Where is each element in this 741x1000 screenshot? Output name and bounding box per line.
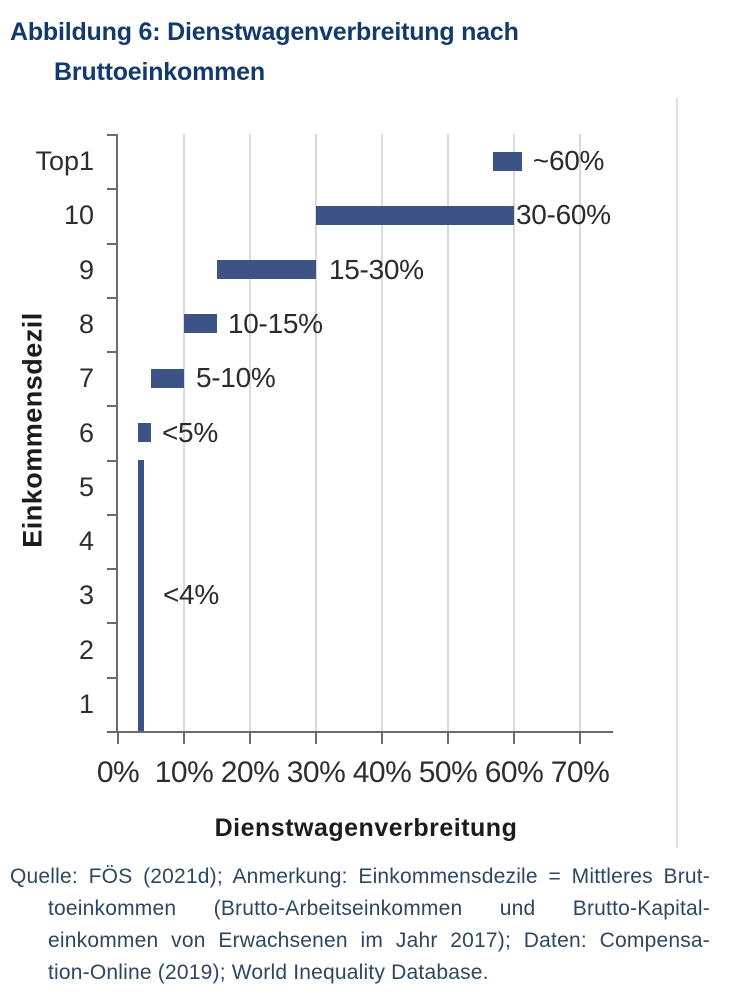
- gridline-20pct: [249, 134, 251, 731]
- x-axis-line: [116, 731, 613, 733]
- x-tick-label-0: 0%: [96, 756, 140, 789]
- value-label-7: 5-10%: [196, 362, 276, 394]
- category-label-4: 4: [78, 526, 94, 557]
- y-axis-tick: [107, 134, 116, 136]
- source-line-2: toeinkommen (Brutto-Arbeitseinkommen und…: [48, 897, 710, 920]
- x-axis-tick: [117, 731, 119, 744]
- value-label-10: 30-60%: [516, 199, 611, 231]
- x-axis-tick: [579, 731, 581, 744]
- y-axis-tick: [107, 242, 116, 245]
- x-tick-label-50: 50%: [418, 756, 478, 789]
- gridline-10pct: [183, 134, 185, 731]
- x-axis-tick: [381, 731, 383, 744]
- x-tick-label-70: 70%: [550, 756, 610, 789]
- x-tick-label-10: 10%: [154, 756, 214, 789]
- category-label-8: 8: [78, 308, 94, 339]
- y-axis-line: [116, 134, 118, 733]
- gridline-30pct: [315, 134, 317, 731]
- source-line-3: einkommen von Erwachsenen im Jahr 2017);…: [48, 929, 710, 952]
- category-label-3: 3: [78, 580, 94, 611]
- source-line-4: tion-Online (2019); World Inequality Dat…: [48, 961, 489, 984]
- y-axis-tick: [107, 731, 116, 733]
- x-axis-tick: [513, 731, 515, 744]
- value-label-band: <4%: [163, 579, 219, 611]
- y-axis-tick: [107, 296, 116, 299]
- source-note: Quelle: FÖS (2021d); Anmerkung: Einkomme…: [10, 861, 710, 989]
- x-tick-label-30: 30%: [286, 756, 346, 789]
- value-label-6: <5%: [162, 416, 218, 448]
- category-label-5: 5: [78, 471, 94, 502]
- bar-9: [217, 260, 316, 280]
- x-axis-tick: [183, 731, 185, 744]
- y-axis-tick: [107, 351, 116, 354]
- x-axis-tick: [249, 731, 251, 744]
- bar-7: [151, 368, 184, 388]
- figure-title-line1: Abbildung 6: Dienstwagenverbreitung nach: [10, 18, 519, 46]
- x-tick-label-40: 40%: [352, 756, 412, 789]
- x-axis-tick: [447, 731, 449, 744]
- gridline-70pct: [579, 134, 581, 731]
- category-label-6: 6: [78, 417, 94, 448]
- category-label-10: 10: [63, 200, 94, 231]
- figure-title-line2: Bruttoeinkommen: [54, 58, 265, 86]
- y-axis-tick: [107, 188, 116, 191]
- category-label-1: 1: [78, 688, 94, 719]
- gridline-40pct: [381, 134, 383, 731]
- gridline-60pct: [513, 134, 515, 731]
- x-axis-tick: [315, 731, 317, 744]
- x-axis-title: Dienstwagenverbreitung: [214, 814, 518, 842]
- x-tick-label-20: 20%: [220, 756, 280, 789]
- category-label-7: 7: [78, 363, 94, 394]
- band-deciles-1-5: [137, 459, 145, 731]
- page-rule-line: [676, 98, 678, 848]
- y-axis-tick: [107, 459, 116, 462]
- category-label-9: 9: [78, 254, 94, 285]
- bar-chart: Top1 10 9 8 7 6 5 4 3 2 1 0% 10% 20% 30% 40% 50% 60% 70% ~6…: [17, 134, 613, 842]
- y-axis-tick: [107, 676, 116, 679]
- bar-10: [316, 205, 514, 225]
- value-label-9: 15-30%: [329, 253, 424, 285]
- figure-title: Abbildung 6: Dienstwagenverbreitung nach…: [10, 12, 519, 92]
- y-axis-tick: [107, 568, 116, 571]
- bar-Top1: [492, 151, 522, 171]
- gridline-50pct: [447, 134, 449, 731]
- value-label-8: 10-15%: [228, 307, 323, 339]
- value-label-Top1: ~60%: [532, 145, 605, 177]
- category-label-Top1: Top1: [35, 146, 94, 177]
- x-tick-label-60: 60%: [484, 756, 544, 789]
- bar-6: [137, 423, 151, 442]
- bar-8: [184, 314, 217, 334]
- y-axis-title: Einkommensdezil: [17, 312, 48, 548]
- y-axis-tick: [107, 513, 116, 516]
- source-line-1: Quelle: FÖS (2021d); Anmerkung: Einkomme…: [10, 865, 710, 888]
- y-axis-tick: [107, 405, 116, 408]
- y-axis-tick: [107, 622, 116, 625]
- category-label-2: 2: [78, 634, 94, 665]
